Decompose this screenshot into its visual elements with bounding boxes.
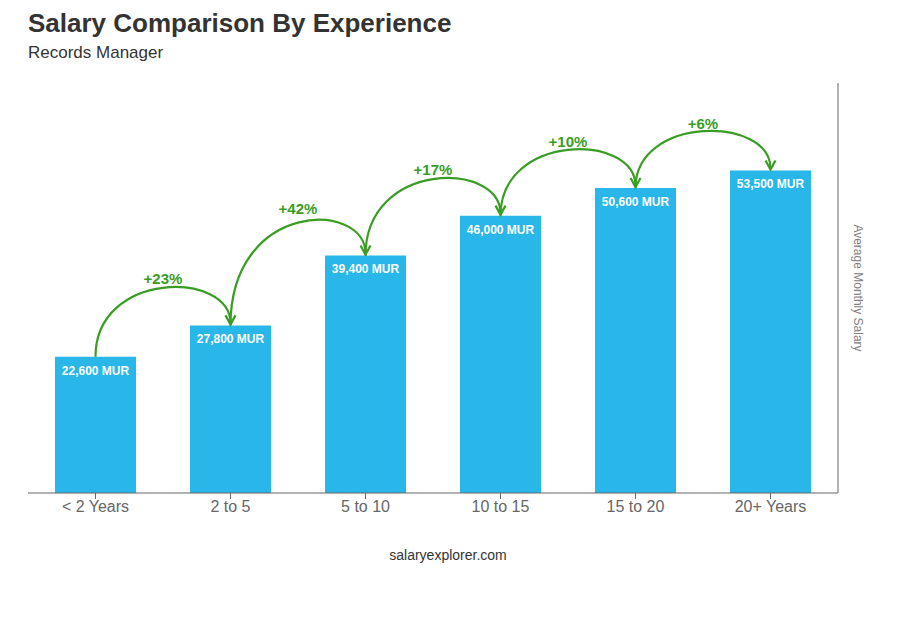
svg-text:15 to 20: 15 to 20 — [607, 498, 665, 515]
svg-text:27,800 MUR: 27,800 MUR — [197, 332, 265, 346]
svg-text:+17%: +17% — [414, 161, 453, 178]
svg-text:22,600 MUR: 22,600 MUR — [62, 364, 130, 378]
svg-text:53,500 MUR: 53,500 MUR — [737, 177, 805, 191]
html-text:Records Manager: Records Manager — [28, 43, 164, 62]
svg-text:Average Monthly Salary: Average Monthly Salary — [851, 224, 865, 351]
svg-text:20+ Years: 20+ Years — [735, 498, 807, 515]
svg-text:46,000 MUR: 46,000 MUR — [467, 223, 535, 237]
svg-text:10 to 15: 10 to 15 — [472, 498, 530, 515]
svg-text:2 to 5: 2 to 5 — [210, 498, 250, 515]
html-text:Salary Comparison By Experienc: Salary Comparison By Experience — [28, 8, 452, 38]
svg-text:5 to 10: 5 to 10 — [341, 498, 390, 515]
svg-text:+6%: +6% — [688, 115, 718, 132]
svg-text:< 2 Years: < 2 Years — [62, 498, 129, 515]
html-text:salaryexplorer.com: salaryexplorer.com — [389, 547, 507, 563]
svg-text:50,600 MUR: 50,600 MUR — [602, 195, 670, 209]
svg-text:+42%: +42% — [279, 200, 318, 217]
svg-text:+23%: +23% — [144, 270, 183, 287]
svg-text:39,400 MUR: 39,400 MUR — [332, 262, 400, 276]
svg-text:+10%: +10% — [549, 133, 588, 150]
